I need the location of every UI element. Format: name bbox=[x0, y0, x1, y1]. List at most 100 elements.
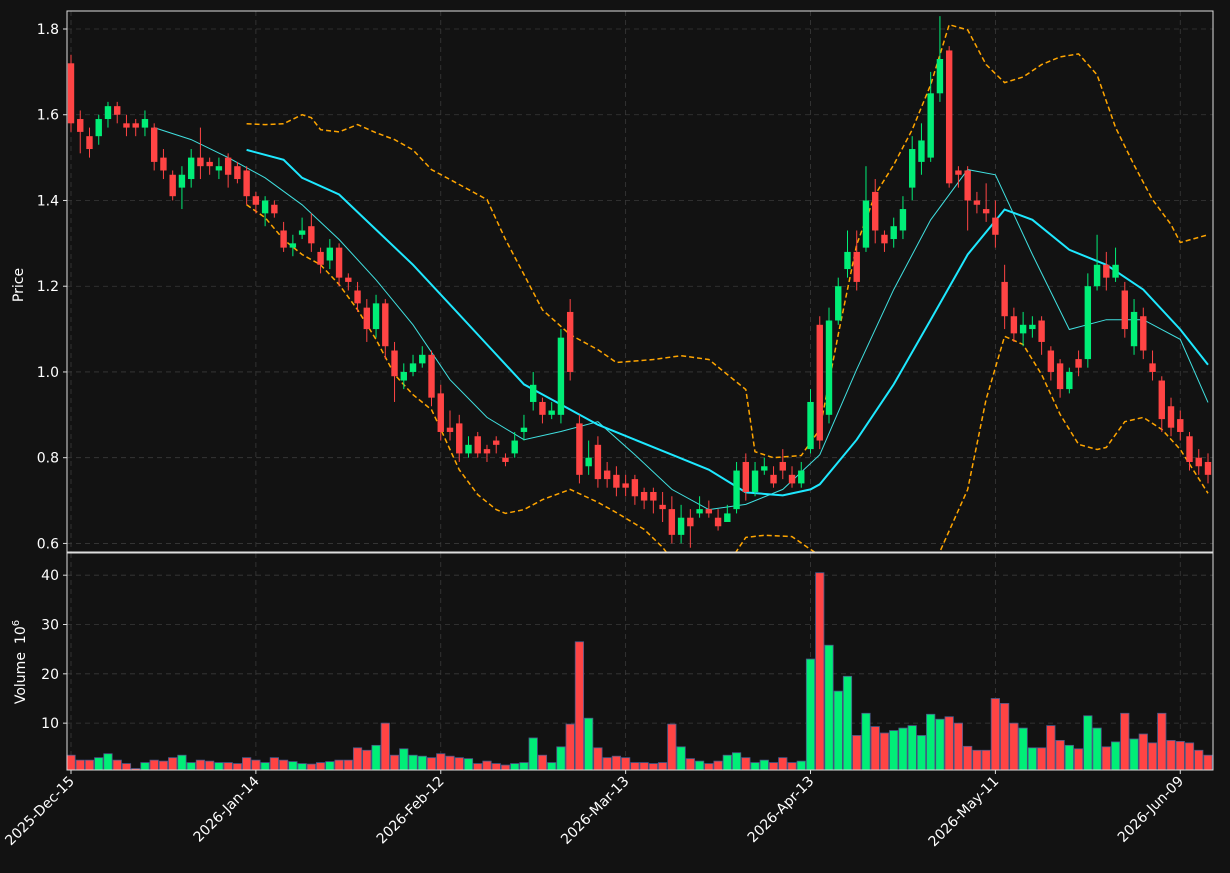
volume-bar bbox=[205, 760, 215, 771]
candle-body bbox=[150, 127, 158, 162]
y-tick-label: 1.0 bbox=[37, 365, 59, 381]
candle-body bbox=[1149, 363, 1156, 372]
volume-bar bbox=[380, 722, 390, 771]
candle-body bbox=[224, 157, 232, 175]
volume-bar bbox=[297, 763, 307, 771]
volume-bar bbox=[371, 744, 381, 771]
candle-body bbox=[1010, 316, 1018, 334]
candle-body bbox=[419, 354, 426, 364]
candle-body bbox=[1140, 316, 1147, 351]
volume-bar bbox=[611, 755, 621, 771]
volume-bar bbox=[593, 747, 603, 771]
candle-body bbox=[1204, 461, 1212, 475]
volume-bar bbox=[454, 757, 464, 771]
volume-bar bbox=[796, 760, 806, 771]
volume-ylabel: Volume 106 bbox=[11, 620, 29, 704]
volume-bar bbox=[325, 761, 335, 771]
volume-bar bbox=[1166, 740, 1176, 771]
candle-body bbox=[391, 350, 398, 377]
candle-body bbox=[862, 200, 870, 248]
candle-body bbox=[86, 136, 93, 150]
candle-body bbox=[123, 123, 130, 128]
volume-bar bbox=[1000, 703, 1010, 771]
volume-bar bbox=[1101, 746, 1111, 771]
candle-body bbox=[104, 106, 112, 120]
volume-bar bbox=[408, 754, 418, 771]
volume-bar bbox=[260, 762, 270, 771]
volume-bar bbox=[926, 713, 936, 771]
volume-bar bbox=[343, 759, 353, 771]
candle-body bbox=[335, 247, 343, 278]
candle-body bbox=[835, 286, 842, 321]
volume-bar bbox=[1138, 733, 1148, 771]
volume-bar bbox=[251, 759, 261, 771]
candle-body bbox=[622, 483, 629, 488]
volume-bar bbox=[315, 762, 326, 771]
volume-bar bbox=[1120, 712, 1130, 771]
candle-body bbox=[992, 217, 999, 235]
volume-bar bbox=[990, 698, 1000, 771]
candle-body bbox=[659, 504, 666, 510]
volume-bar bbox=[658, 762, 668, 771]
volume-bar bbox=[648, 763, 658, 771]
candle-body bbox=[197, 157, 204, 167]
volume-bar bbox=[861, 712, 871, 771]
candle-body bbox=[918, 140, 925, 162]
overlay-line bbox=[246, 23, 1209, 459]
candle-body bbox=[613, 474, 620, 488]
volume-bar bbox=[510, 763, 520, 771]
volume-bar bbox=[741, 757, 751, 771]
candle-body bbox=[853, 251, 860, 282]
volume-bar bbox=[639, 762, 649, 771]
volume-offset: 10 bbox=[13, 626, 29, 644]
candle-body bbox=[761, 466, 768, 471]
volume-bar bbox=[621, 757, 631, 771]
volume-bar bbox=[84, 759, 95, 771]
volume-bar bbox=[694, 760, 705, 771]
candle-body bbox=[640, 491, 648, 501]
candle-body bbox=[354, 290, 361, 304]
candle-body bbox=[539, 401, 546, 415]
candle-body bbox=[428, 354, 435, 398]
volume-bar bbox=[103, 753, 113, 771]
volume-bar bbox=[750, 762, 760, 771]
volume-bar bbox=[842, 675, 853, 771]
candle-body bbox=[400, 371, 407, 381]
volume-bar bbox=[879, 732, 890, 771]
y-tick-label: 1.4 bbox=[37, 193, 59, 209]
volume-bar bbox=[482, 760, 492, 771]
candle-body bbox=[890, 226, 897, 240]
candle-body bbox=[529, 384, 537, 402]
volume-offset-exponent: 6 bbox=[11, 620, 22, 626]
volume-bar bbox=[1203, 754, 1213, 771]
volume-bar bbox=[944, 716, 954, 771]
candle-body bbox=[1195, 457, 1202, 467]
candle-body bbox=[95, 119, 102, 137]
candle-body bbox=[261, 200, 269, 214]
volume-bar bbox=[158, 760, 169, 771]
candle-body bbox=[345, 277, 352, 282]
volume-bar bbox=[352, 747, 363, 771]
candle-body bbox=[982, 209, 990, 214]
volume-bar bbox=[66, 754, 76, 771]
price-ylabel: Price bbox=[11, 268, 27, 302]
volume-bar bbox=[602, 757, 612, 771]
volume-plot bbox=[66, 572, 1213, 771]
volume-bar bbox=[630, 762, 640, 771]
candle-body bbox=[132, 123, 139, 128]
candle-body bbox=[502, 457, 509, 462]
candle-body bbox=[493, 440, 500, 445]
candle-body bbox=[807, 401, 814, 450]
volume-bar bbox=[214, 762, 224, 771]
volume-bar bbox=[704, 763, 714, 771]
candle-body bbox=[215, 166, 223, 171]
volume-bar bbox=[426, 757, 437, 771]
volume-bar bbox=[731, 752, 742, 771]
volume-frame bbox=[66, 552, 1214, 771]
volume-bar bbox=[1073, 748, 1084, 771]
candle-body bbox=[520, 427, 528, 432]
volume-bar bbox=[1055, 740, 1065, 771]
volume-bar bbox=[870, 726, 880, 771]
volume-bar bbox=[279, 759, 289, 771]
price-plot bbox=[67, 16, 1212, 552]
